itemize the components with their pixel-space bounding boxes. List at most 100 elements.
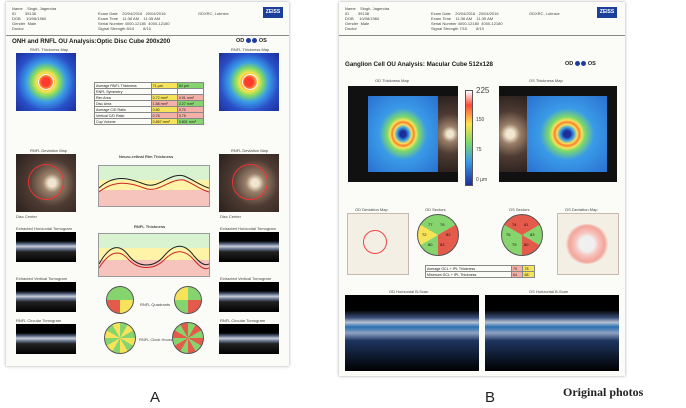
os-horizontal-bscan-label: OS Horizontal B-Scan bbox=[529, 289, 569, 294]
os-deviation-map-label: OS Deviation Map bbox=[565, 207, 598, 212]
zeiss-logo: ZEISS bbox=[263, 7, 283, 18]
patient-info-block: Name Singh, Jagendra ID 39138 DOB 10/08/19… bbox=[12, 6, 57, 31]
os-vertical-tomogram bbox=[219, 282, 279, 312]
device-label: GDXRC, Lubnice bbox=[529, 11, 560, 16]
os-value: 0.801 mm³ bbox=[176, 118, 205, 125]
eye-selector: OD OS bbox=[565, 61, 596, 67]
od-dot-icon bbox=[574, 61, 580, 66]
os-circular-tomogram bbox=[219, 324, 279, 354]
od-value: 64 bbox=[510, 271, 524, 278]
os-deviation-overlay bbox=[565, 224, 609, 264]
od-value: 0.867 mm³ bbox=[150, 118, 178, 125]
os-circular-tomogram-label: RNFL Circular Tomogram bbox=[220, 318, 266, 323]
sector-value: 80 bbox=[428, 242, 433, 248]
report-title: Ganglion Cell OU Analysis: Macular Cube … bbox=[345, 61, 493, 68]
os-thickness-map-label: RNFL Thickness Map bbox=[231, 47, 270, 52]
rnfl-quadrants-label: RNFL Quadrants bbox=[140, 302, 171, 307]
sector-value: 77 bbox=[428, 221, 433, 227]
caption-b: B bbox=[485, 389, 496, 406]
od-sectors-label: OD Sectors bbox=[425, 207, 446, 212]
sector-value: 79 bbox=[440, 221, 445, 227]
od-horizontal-bscan-label: OD Horizontal B-Scan bbox=[389, 289, 429, 294]
scale-value: 75 bbox=[476, 147, 482, 153]
od-macula-thickness-map bbox=[348, 86, 458, 182]
os-horizontal-bscan bbox=[485, 295, 619, 371]
neuro-retinal-rim-chart bbox=[98, 165, 210, 207]
os-disc-center-label: Disc Center bbox=[220, 214, 241, 219]
eye-od-label: OD bbox=[236, 37, 245, 44]
original-photos-label: Original photos bbox=[563, 385, 644, 399]
table-row: Average RNFL Thickness 71 µm 84 µm bbox=[94, 82, 205, 89]
os-rnfl-clock-hours-pie bbox=[172, 322, 204, 354]
scale-value: 225 bbox=[476, 86, 490, 95]
os-macula-thickness-map bbox=[499, 86, 617, 182]
scale-value: 0 µm bbox=[476, 177, 488, 183]
od-disc-center-label: Disc Center bbox=[16, 214, 37, 219]
os-sector-values: 81 83 80 79 75 74 bbox=[501, 214, 541, 254]
od-deviation-ring bbox=[363, 230, 387, 254]
os-deviation-map-label: RNFL Deviation Map bbox=[231, 148, 268, 153]
os-rnfl-quadrants-pie bbox=[174, 286, 202, 314]
report-title: ONH and RNFL OU Analysis:Optic Disc Cube… bbox=[12, 38, 171, 45]
report-page-b: Name Singh, Jagendra ID 39138 DOB 10/08/19… bbox=[339, 2, 625, 376]
table-row: Minimum GCL + IPL Thickness 64 68 bbox=[425, 271, 535, 278]
os-thickness-map-label: OS Thickness Map bbox=[529, 78, 563, 83]
gcl-ipl-thickness-table: Average GCL + IPL Thickness 79 78 Minimum G… bbox=[425, 265, 535, 278]
os-horizontal-tomogram bbox=[219, 232, 279, 262]
device-label: GDXRC, Lubnice bbox=[198, 11, 229, 16]
os-value: 68 bbox=[522, 271, 535, 278]
od-sector-values: 79 82 83 80 72 77 bbox=[417, 214, 457, 254]
eye-os-label: OS bbox=[587, 60, 596, 67]
caption-a: A bbox=[150, 389, 161, 406]
sector-value: 80 bbox=[524, 242, 529, 248]
sector-value: 83 bbox=[530, 232, 535, 237]
od-dot-icon bbox=[245, 38, 251, 43]
eye-selector: OD OS bbox=[236, 38, 267, 44]
os-dot-icon bbox=[252, 38, 258, 43]
os-sectors-label: OS Sectors bbox=[509, 207, 530, 212]
os-disc-ring bbox=[242, 74, 258, 90]
eye-os-label: OS bbox=[258, 37, 267, 44]
od-circular-tomogram bbox=[16, 324, 76, 354]
od-horizontal-bscan bbox=[345, 295, 479, 371]
sector-value: 81 bbox=[524, 221, 529, 227]
row-label: Cup Volume bbox=[94, 118, 152, 125]
rnfl-parameter-table: Average RNFL Thickness 71 µm 84 µm RNFL Sym… bbox=[94, 82, 205, 125]
sector-value: 74 bbox=[512, 221, 517, 227]
os-deviation-ring bbox=[232, 164, 268, 200]
patient-info-block: Name Singh, Jagendra ID 39138 DOB 10/08/19… bbox=[345, 6, 390, 31]
od-sectors-pie bbox=[417, 214, 459, 256]
sector-value: 82 bbox=[446, 232, 451, 237]
od-thickness-map-label: RNFL Thickness Map bbox=[30, 47, 69, 52]
od-deviation-map-label: RNFL Deviation Map bbox=[30, 148, 67, 153]
od-rnfl-quadrants-pie bbox=[106, 286, 134, 314]
rnfl-thickness-title: RNFL Thickness bbox=[134, 224, 166, 229]
scale-value: 150 bbox=[476, 117, 485, 123]
zeiss-logo: ZEISS bbox=[597, 7, 617, 18]
od-deviation-ring bbox=[28, 164, 64, 200]
exam-info-block: Exam Date 20/04/2016 20/04/2016 Exam Time… bbox=[431, 11, 503, 31]
od-horizontal-tomogram bbox=[16, 232, 76, 262]
report-page-a: Name Singh, Jagendra ID 39138 DOB 10/08/19… bbox=[6, 2, 289, 366]
row-label: Minimum GCL + IPL Thickness bbox=[425, 271, 512, 278]
od-vertical-tomogram bbox=[16, 282, 76, 312]
od-deviation-map-label: OD Deviation Map bbox=[355, 207, 388, 212]
sector-value: 75 bbox=[506, 232, 511, 237]
od-circular-tomogram-label: RNFL Circular Tomogram bbox=[16, 318, 62, 323]
scale-value-list: 225 150 75 0 µm bbox=[476, 86, 496, 188]
thickness-color-scale bbox=[465, 90, 473, 186]
rnfl-clock-hours-label: RNFL Clock Hours bbox=[139, 337, 173, 342]
neuro-retinal-rim-title: Neuro-retinal Rim Thickness bbox=[119, 154, 174, 159]
exam-info-block: Exam Date 20/04/2016 20/04/2016 Exam Time… bbox=[98, 11, 170, 31]
rnfl-thickness-chart bbox=[98, 233, 210, 277]
od-horizontal-tomogram-label: Extracted Horizontal Tomogram bbox=[16, 226, 72, 231]
od-rnfl-clock-hours-pie bbox=[104, 322, 136, 354]
os-sectors-pie bbox=[501, 214, 543, 256]
os-dot-icon bbox=[581, 61, 587, 66]
od-vertical-tomogram-label: Extracted Vertical Tomogram bbox=[16, 276, 68, 281]
table-row: Cup Volume 0.867 mm³ 0.801 mm³ bbox=[94, 118, 205, 125]
od-disc-ring bbox=[38, 74, 54, 90]
os-horizontal-tomogram-label: Extracted Horizontal Tomogram bbox=[220, 226, 276, 231]
od-thickness-map-label: OD Thickness Map bbox=[375, 78, 409, 83]
os-vertical-tomogram-label: Extracted Vertical Tomogram bbox=[220, 276, 272, 281]
